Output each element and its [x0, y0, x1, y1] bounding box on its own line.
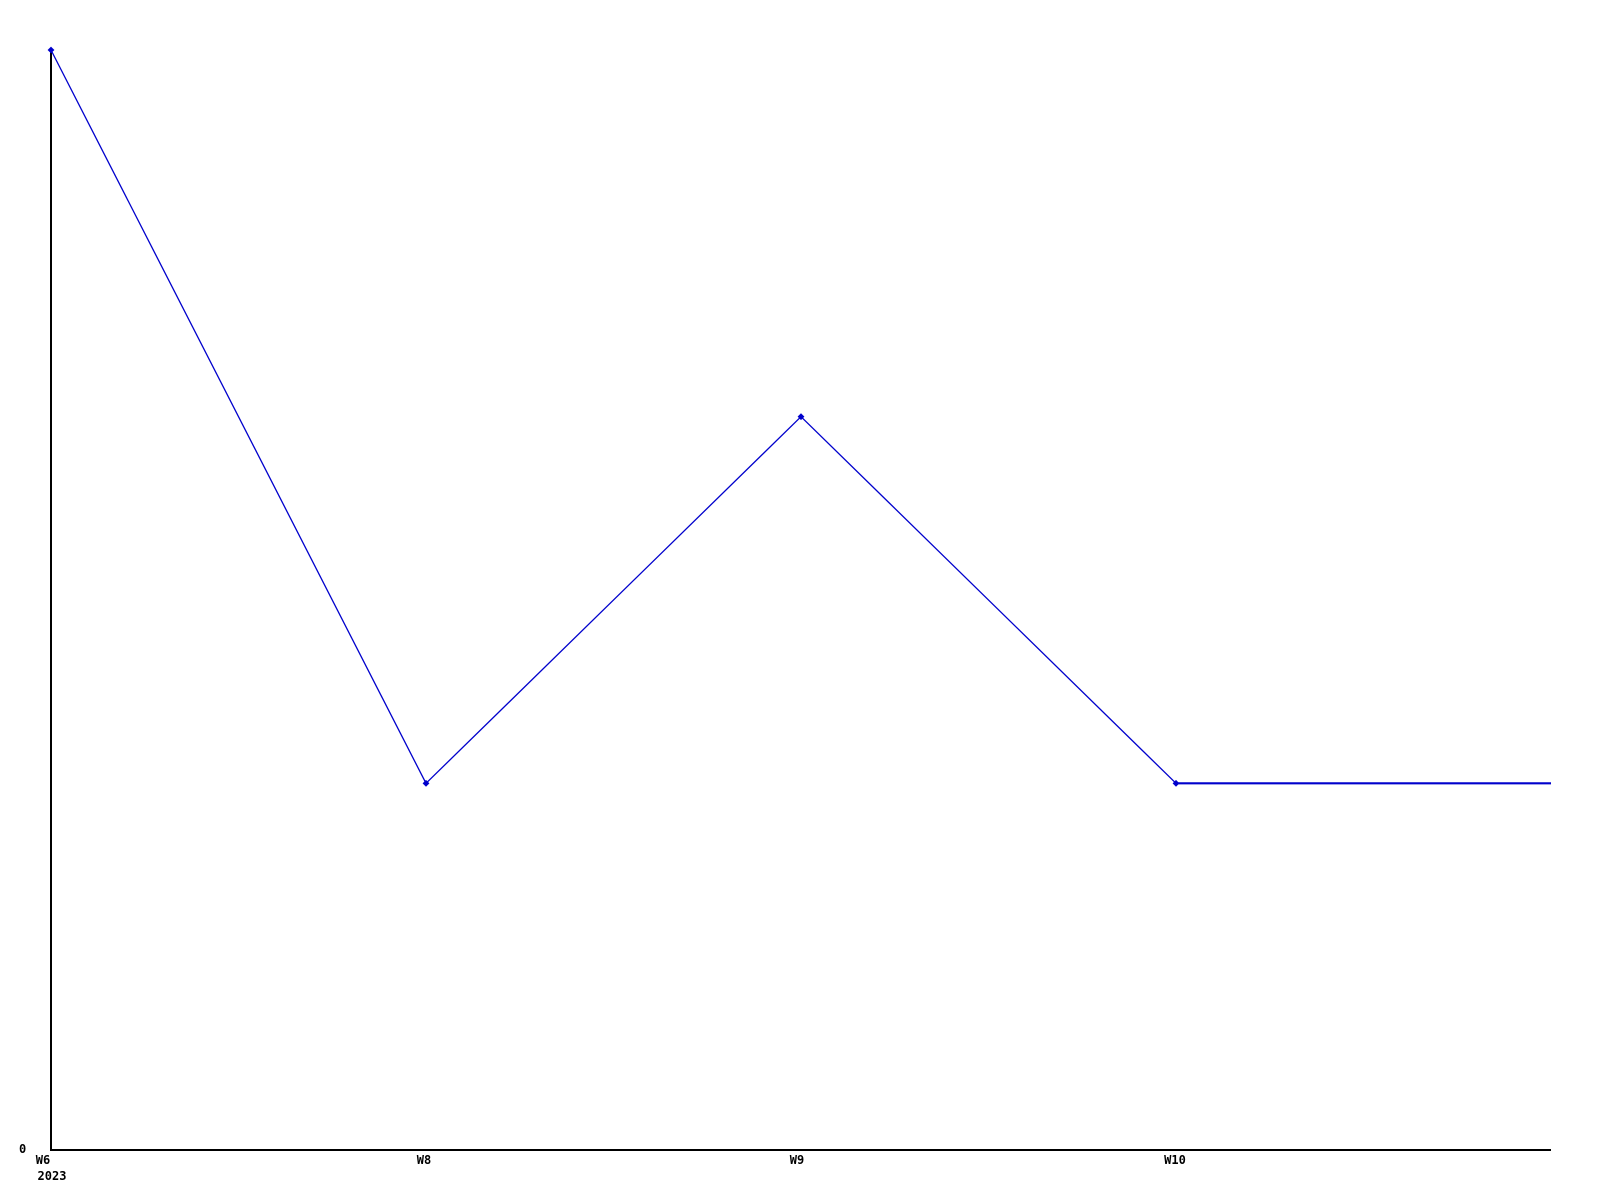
x-axis-tick-label-w8: W8	[416, 1153, 432, 1167]
data-point-marker	[797, 413, 805, 421]
x-axis-tick-label-w9: W9	[789, 1153, 805, 1167]
data-line-segment	[425, 416, 802, 784]
data-line-segment	[50, 49, 427, 784]
x-axis-tick-label-w6: W6	[35, 1153, 51, 1167]
y-axis-tick-label: 0	[19, 1142, 27, 1156]
data-point-marker	[1172, 779, 1180, 787]
x-axis-tick-label-w10: W10	[1164, 1153, 1186, 1167]
data-point-marker	[422, 779, 430, 787]
data-point-marker	[47, 46, 55, 54]
x-axis-year-label: 2023	[37, 1169, 67, 1183]
data-line-segment	[800, 416, 1177, 784]
